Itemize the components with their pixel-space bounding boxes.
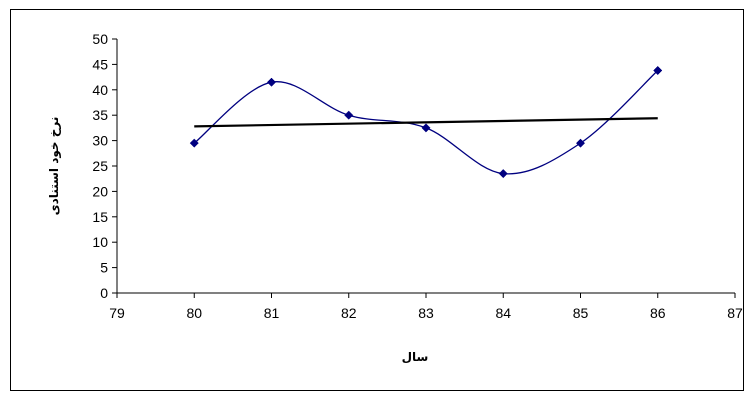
series-layer [189,65,663,179]
data-point-marker [344,110,354,120]
y-tick-label: 45 [92,56,108,72]
y-tick-label: 10 [92,234,108,250]
x-tick-label: 84 [495,305,511,321]
data-point-marker [498,169,508,179]
x-tick-label: 87 [727,305,743,321]
y-tick-label: 15 [92,209,108,225]
x-tick-label: 80 [186,305,202,321]
data-point-marker [575,138,586,148]
y-tick-label: 40 [92,82,108,98]
x-tick-label: 81 [264,305,280,321]
data-point-marker [189,138,199,148]
y-tick-label: 50 [92,31,108,47]
y-axis-title: نرخ خود استنادی [47,117,62,216]
data-point-marker [421,123,431,133]
data-point-marker [653,65,663,76]
x-axis-title: سال [402,350,429,364]
y-tick-label: 25 [92,158,108,174]
x-tick-label: 79 [109,305,125,321]
x-tick-label: 86 [650,305,666,321]
x-tick-label: 83 [418,305,434,321]
y-tick-label: 30 [92,133,108,149]
x-tick-label: 82 [341,305,357,321]
x-tick-label: 85 [573,305,589,321]
y-tick-label: 35 [92,107,108,123]
y-axis-ticks: 0 5 10 15 20 25 30 35 40 45 50 [92,31,117,301]
data-point-marker [266,77,277,87]
trendline [194,117,658,128]
y-tick-label: 5 [100,260,108,276]
chart-frame [10,9,744,391]
x-axis-ticks: 79 80 81 82 83 84 85 86 87 [109,293,743,321]
y-tick-label: 20 [92,183,108,199]
chart-axes [116,39,735,294]
y-tick-label: 0 [100,285,108,301]
